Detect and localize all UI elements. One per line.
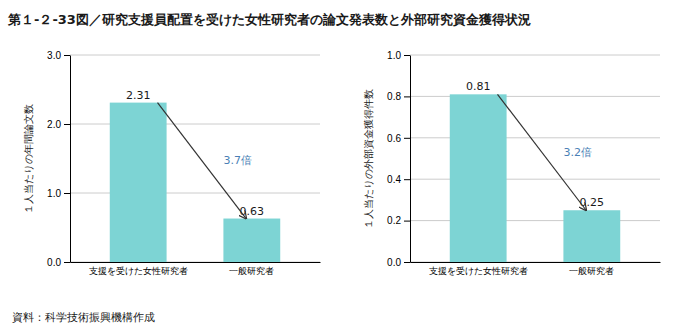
- grid-line: [70, 124, 320, 125]
- grid-line: [410, 137, 660, 138]
- tick-mark: [404, 179, 410, 180]
- bar: [450, 94, 507, 262]
- y-axis-title: １人当たりの年間論文数: [23, 104, 34, 214]
- tick: 0.0: [47, 257, 70, 268]
- grid-line: [70, 193, 320, 194]
- tick: 支援を受けた女性研究者: [89, 262, 188, 276]
- grid-line: [70, 262, 320, 263]
- grid-line: [410, 262, 660, 263]
- data-label: 2.31: [126, 89, 151, 102]
- grid-line: [410, 55, 660, 56]
- tick: 1.0: [387, 50, 410, 61]
- chart-svg: 第１-２-33図／研究支援員配置を受けた女性研究者の論文発表数と外部研究資金獲得…: [0, 0, 692, 329]
- grid-line: [410, 96, 660, 97]
- axis-line: [410, 56, 411, 263]
- grid: [70, 55, 320, 262]
- tick-mark: [404, 96, 410, 97]
- tick-mark: [404, 55, 410, 56]
- tick: 一般研究者: [569, 262, 614, 276]
- axis-line: [71, 262, 321, 263]
- tick-label: 一般研究者: [229, 266, 274, 276]
- axis-line: [70, 56, 71, 263]
- grid-line: [70, 55, 320, 56]
- grid-line: [410, 179, 660, 180]
- grid: [410, 55, 660, 262]
- tick-label: 1.0: [387, 50, 401, 61]
- tick: 0.4: [387, 174, 410, 185]
- tick: 0.6: [387, 133, 410, 144]
- bars: [450, 94, 620, 262]
- tick: 一般研究者: [229, 262, 274, 276]
- tick-label: 0.0: [387, 257, 401, 268]
- tick: 0.2: [387, 215, 410, 226]
- panel: 0.0 0.2 0.4 0.6 0.8 1.0 支援を受けた女性研究者 一般研究者 １人当たりの…: [363, 50, 661, 277]
- tick-label: 0.8: [387, 91, 401, 102]
- x-axis: 支援を受けた女性研究者 一般研究者: [411, 262, 661, 276]
- x-axis: 支援を受けた女性研究者 一般研究者: [71, 262, 321, 276]
- tick-label: 0.4: [387, 174, 401, 185]
- tick-mark: [64, 193, 70, 194]
- tick-label: 2.0: [47, 119, 61, 130]
- annotation: 3.7倍: [223, 154, 252, 167]
- data-labels: 0.810.25: [466, 80, 604, 209]
- tick: 0.8: [387, 91, 410, 102]
- title: 第１-２-33図／研究支援員配置を受けた女性研究者の論文発表数と外部研究資金獲得…: [7, 12, 531, 27]
- y-axis: 0.0 0.2 0.4 0.6 0.8 1.0: [387, 50, 410, 268]
- bars: [110, 103, 280, 262]
- annotation: 3.2倍: [563, 146, 592, 159]
- bar: [223, 219, 280, 262]
- tick-label: 1.0: [47, 188, 61, 199]
- tick-label: 支援を受けた女性研究者: [429, 266, 528, 276]
- tick: 1.0: [47, 188, 70, 199]
- tick: 0.0: [387, 257, 410, 268]
- axis-line: [411, 262, 661, 263]
- bar: [563, 210, 620, 262]
- tick-mark: [404, 138, 410, 139]
- tick-label: 0.6: [387, 133, 401, 144]
- grid-line: [410, 220, 660, 221]
- tick-mark: [64, 124, 70, 125]
- bar: [110, 103, 167, 262]
- data-labels: 2.310.63: [126, 89, 264, 218]
- data-label: 0.81: [466, 80, 491, 93]
- tick-label: 支援を受けた女性研究者: [89, 266, 188, 276]
- panel: 0.0 1.0 2.0 3.0 支援を受けた女性研究者 一般研究者 １人当たりの年間論文数 2…: [23, 50, 321, 277]
- tick-mark: [64, 262, 70, 263]
- source: 資料：科学技術振興機構作成: [12, 311, 155, 324]
- y-axis: 0.0 1.0 2.0 3.0: [47, 50, 70, 268]
- tick: 支援を受けた女性研究者: [429, 262, 528, 276]
- tick-label: 0.2: [387, 215, 401, 226]
- tick-mark: [404, 221, 410, 222]
- tick: 2.0: [47, 119, 70, 130]
- y-axis-title: １人当たりの外部資金獲得件数: [363, 89, 374, 229]
- tick-mark: [404, 262, 410, 263]
- tick-mark: [64, 55, 70, 56]
- tick-label: 3.0: [47, 50, 61, 61]
- tick: 3.0: [47, 50, 70, 61]
- tick-label: 0.0: [47, 257, 61, 268]
- tick-label: 一般研究者: [569, 266, 614, 276]
